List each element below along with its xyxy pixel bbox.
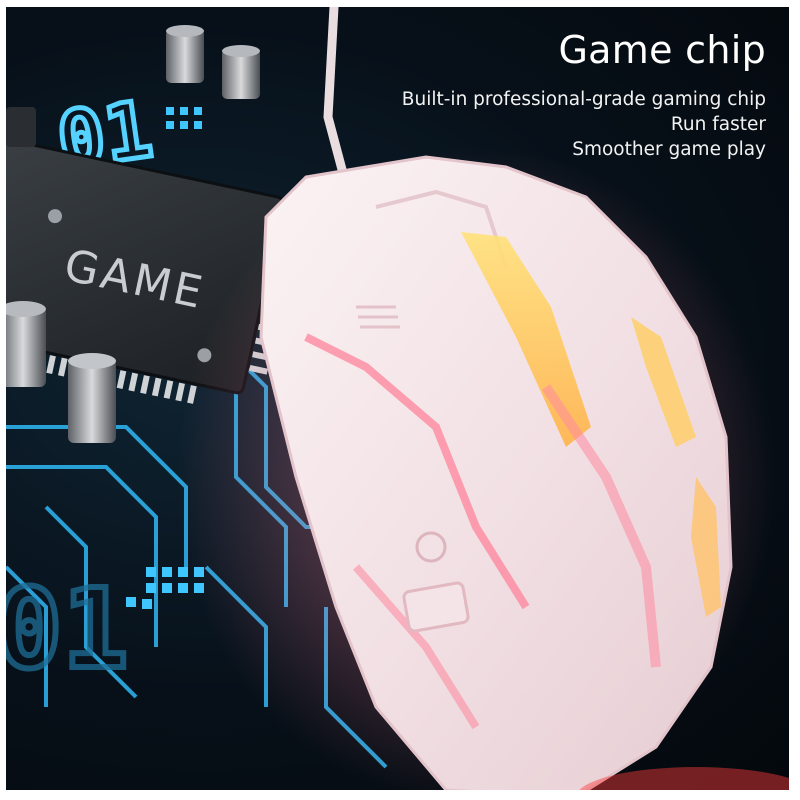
circuit-digits-bottom: 01 <box>6 565 128 693</box>
circuit-board-illustration: 01 01 GAME <box>6 7 789 790</box>
product-scene: 01 01 GAME <box>6 7 789 790</box>
underglow <box>579 767 789 790</box>
headline-lines: Built-in professional-grade gaming chip … <box>402 87 766 162</box>
headline-block: Game chip Built-in professional-grade ga… <box>402 27 766 162</box>
gaming-mouse <box>259 155 733 790</box>
headline-line-3: Smoother game play <box>572 139 766 160</box>
capacitors <box>6 25 260 443</box>
headline-title: Game chip <box>558 28 766 72</box>
headline-line-1: Built-in professional-grade gaming chip <box>401 89 766 110</box>
mouse-cable <box>323 7 349 182</box>
headline-line-2: Run faster <box>670 114 766 135</box>
